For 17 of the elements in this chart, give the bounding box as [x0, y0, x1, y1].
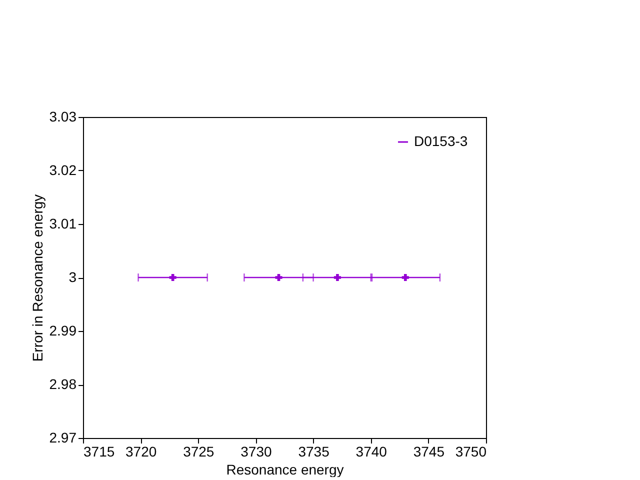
- x-tick-label: 3730: [240, 444, 272, 460]
- x-tick-label: 3725: [183, 444, 214, 460]
- y-axis-title: Error in Resonance energy: [29, 194, 46, 362]
- y-tick-label: 3.02: [49, 162, 77, 178]
- legend-label: D0153-3: [414, 133, 468, 149]
- y-tick-label: 2.98: [49, 376, 77, 392]
- x-tick-label: 3735: [298, 444, 330, 460]
- x-tick-label: 3740: [356, 444, 388, 460]
- y-tick-label: 2.97: [49, 430, 77, 446]
- x-tick-label: 3715: [84, 444, 115, 460]
- y-tick-label: 2.99: [49, 322, 77, 338]
- y-tick-label: 3: [68, 269, 77, 285]
- x-tick-label: 3750: [455, 444, 487, 460]
- x-tick-label: 3745: [413, 444, 445, 460]
- y-tick-label: 3.01: [49, 216, 77, 232]
- x-tick-label: 3720: [125, 444, 157, 460]
- y-tick-label: 3.03: [49, 108, 77, 124]
